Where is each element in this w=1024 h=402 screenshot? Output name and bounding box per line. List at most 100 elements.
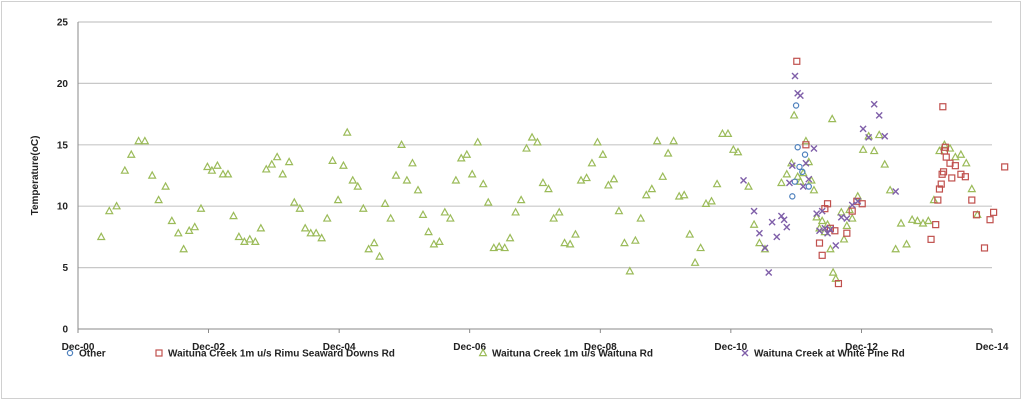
data-point [723, 128, 733, 137]
data-point [843, 229, 851, 237]
data-point [429, 239, 439, 248]
data-point [892, 187, 900, 195]
data-point [740, 176, 748, 184]
data-point [765, 269, 773, 277]
x-tick-label: Dec-08 [584, 342, 617, 353]
data-point [880, 159, 890, 168]
data-point [375, 251, 384, 260]
data-point [783, 223, 791, 231]
data-point [278, 169, 288, 178]
data-point [896, 218, 906, 227]
data-point [674, 191, 684, 200]
legend-label: Waituna Creek 1m u/s Rimu Seaward Downs … [168, 349, 395, 360]
data-point [203, 162, 212, 171]
data-point [603, 180, 613, 189]
data-point [825, 244, 835, 253]
x-tick-label: Dec-06 [453, 342, 486, 353]
data-point [391, 170, 401, 179]
data-series [96, 57, 1009, 288]
data-point [796, 163, 803, 171]
legend-label: Waituna Creek 1m u/s Waituna Rd [492, 349, 653, 360]
data-point [462, 149, 472, 158]
data-point [755, 238, 764, 247]
data-point [755, 229, 763, 237]
data-point [801, 136, 811, 145]
series-triangle [96, 110, 982, 282]
data-point [950, 152, 960, 161]
y-tick-label: 25 [57, 18, 69, 29]
data-point [805, 175, 813, 183]
data-point [749, 219, 759, 228]
data-point [793, 57, 801, 65]
data-point [380, 198, 390, 207]
data-point [870, 100, 878, 108]
data-point [213, 160, 222, 169]
data-point [802, 141, 810, 149]
data-point [927, 235, 935, 243]
data-point [685, 229, 695, 238]
data-point [140, 136, 150, 145]
data-point [369, 238, 379, 247]
data-point [582, 173, 591, 182]
data-point [690, 257, 700, 266]
data-point [836, 207, 846, 216]
data-point [587, 158, 597, 167]
data-point [789, 193, 796, 200]
data-point [777, 212, 785, 220]
data-point [791, 178, 799, 185]
data-point [843, 214, 851, 222]
data-point [817, 216, 827, 225]
data-point [792, 102, 800, 109]
data-point [598, 149, 608, 158]
data-point [630, 235, 640, 244]
y-tick-label: 5 [62, 263, 68, 274]
data-point [625, 266, 635, 275]
data-point [532, 137, 542, 146]
data-point [902, 239, 911, 248]
data-point [744, 181, 753, 190]
data-point [891, 244, 901, 253]
data-point [942, 153, 950, 161]
data-point [284, 157, 294, 166]
data-point [823, 200, 832, 208]
data-point [848, 201, 856, 209]
data-point [397, 139, 406, 148]
data-point [467, 169, 477, 178]
data-point [805, 183, 812, 190]
data-point [511, 207, 521, 216]
data-point [306, 228, 316, 237]
data-point [923, 216, 933, 225]
data-point [701, 198, 711, 207]
data-point [853, 191, 863, 200]
data-point [348, 175, 358, 184]
data-point [386, 213, 396, 222]
data-point [658, 171, 668, 180]
data-point [961, 173, 969, 181]
data-point [990, 208, 998, 216]
data-point [571, 229, 580, 238]
data-point [196, 203, 206, 212]
data-point [818, 251, 826, 259]
data-point [827, 114, 837, 123]
data-point [696, 243, 706, 252]
legend-label: Waituna Creek at White Pine Rd [754, 349, 905, 360]
data-point [907, 214, 917, 223]
data-point [869, 146, 879, 155]
data-point [777, 178, 786, 187]
data-point [636, 213, 646, 222]
data-point [538, 178, 548, 187]
data-point [789, 110, 799, 119]
x-tick-label: Dec-04 [323, 342, 356, 353]
data-point [544, 184, 553, 193]
data-point [451, 175, 461, 184]
data-point [218, 169, 228, 178]
data-point [322, 213, 332, 222]
data-point [948, 174, 956, 182]
data-point [669, 136, 679, 145]
data-point [342, 127, 352, 136]
data-point [494, 241, 504, 250]
data-point [968, 196, 976, 204]
x-tick-label: Dec-10 [714, 342, 747, 353]
